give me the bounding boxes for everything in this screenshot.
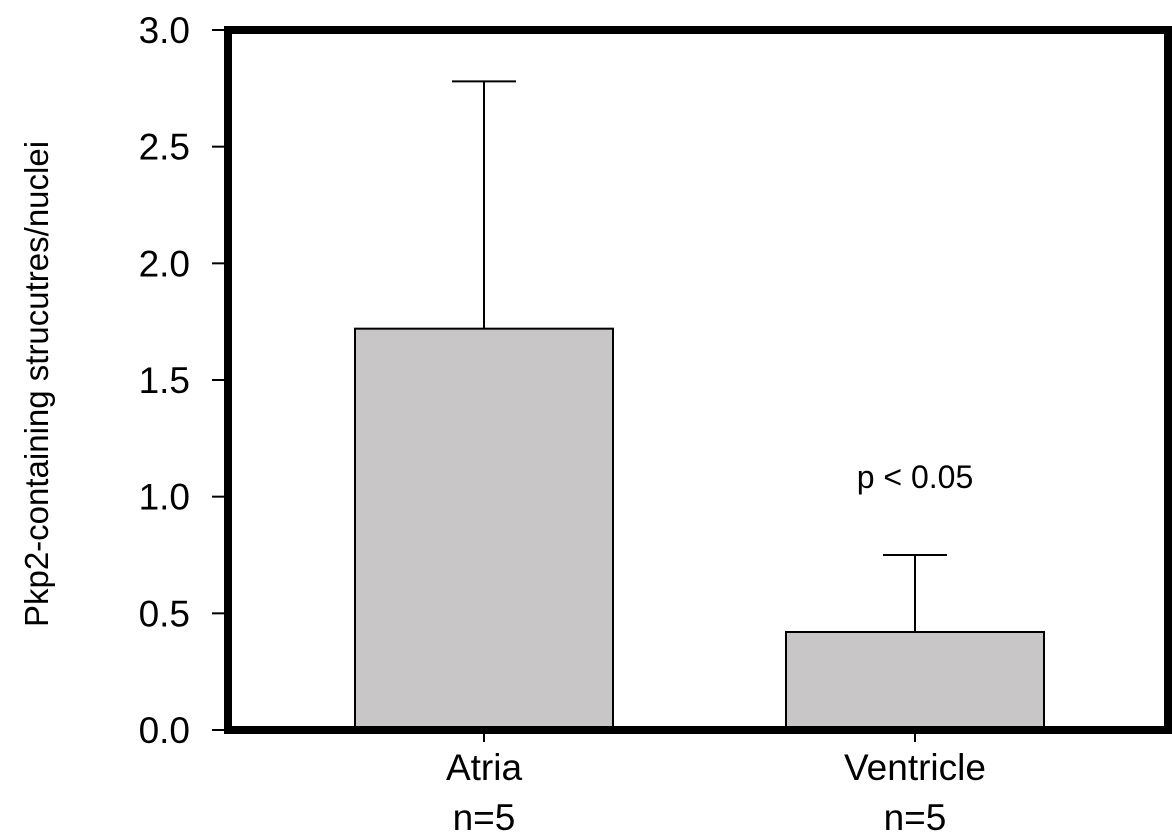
y-tick-label-0.0: 0.0 (139, 710, 190, 751)
bar-ventricle (785, 631, 1045, 731)
y-tick-label-1.0: 1.0 (139, 477, 190, 518)
error-bars-group (452, 80, 947, 632)
y-axis-label: Pkp2-containing strucutres/nuclei (18, 141, 55, 627)
x-tick-label-atria: Atria (446, 747, 523, 788)
y-tick-label-2.0: 2.0 (139, 243, 190, 284)
bar-atria (354, 327, 614, 731)
x-sample-size-atria: n=5 (453, 797, 516, 838)
y-tick-label-1.5: 1.5 (139, 360, 190, 401)
y-axis: 0.0 0.5 1.0 1.5 2.0 2.5 3.0 (139, 10, 228, 751)
x-axis: Atria n=5 Ventricle n=5 (446, 730, 986, 838)
significance-annotation: p < 0.05 (857, 459, 974, 495)
bars-group (354, 327, 1045, 731)
y-tick-label-2.5: 2.5 (139, 127, 190, 168)
x-tick-label-ventricle: Ventricle (844, 747, 986, 788)
y-tick-label-0.5: 0.5 (139, 593, 190, 634)
y-tick-label-3.0: 3.0 (139, 10, 190, 51)
x-sample-size-ventricle: n=5 (884, 797, 947, 838)
